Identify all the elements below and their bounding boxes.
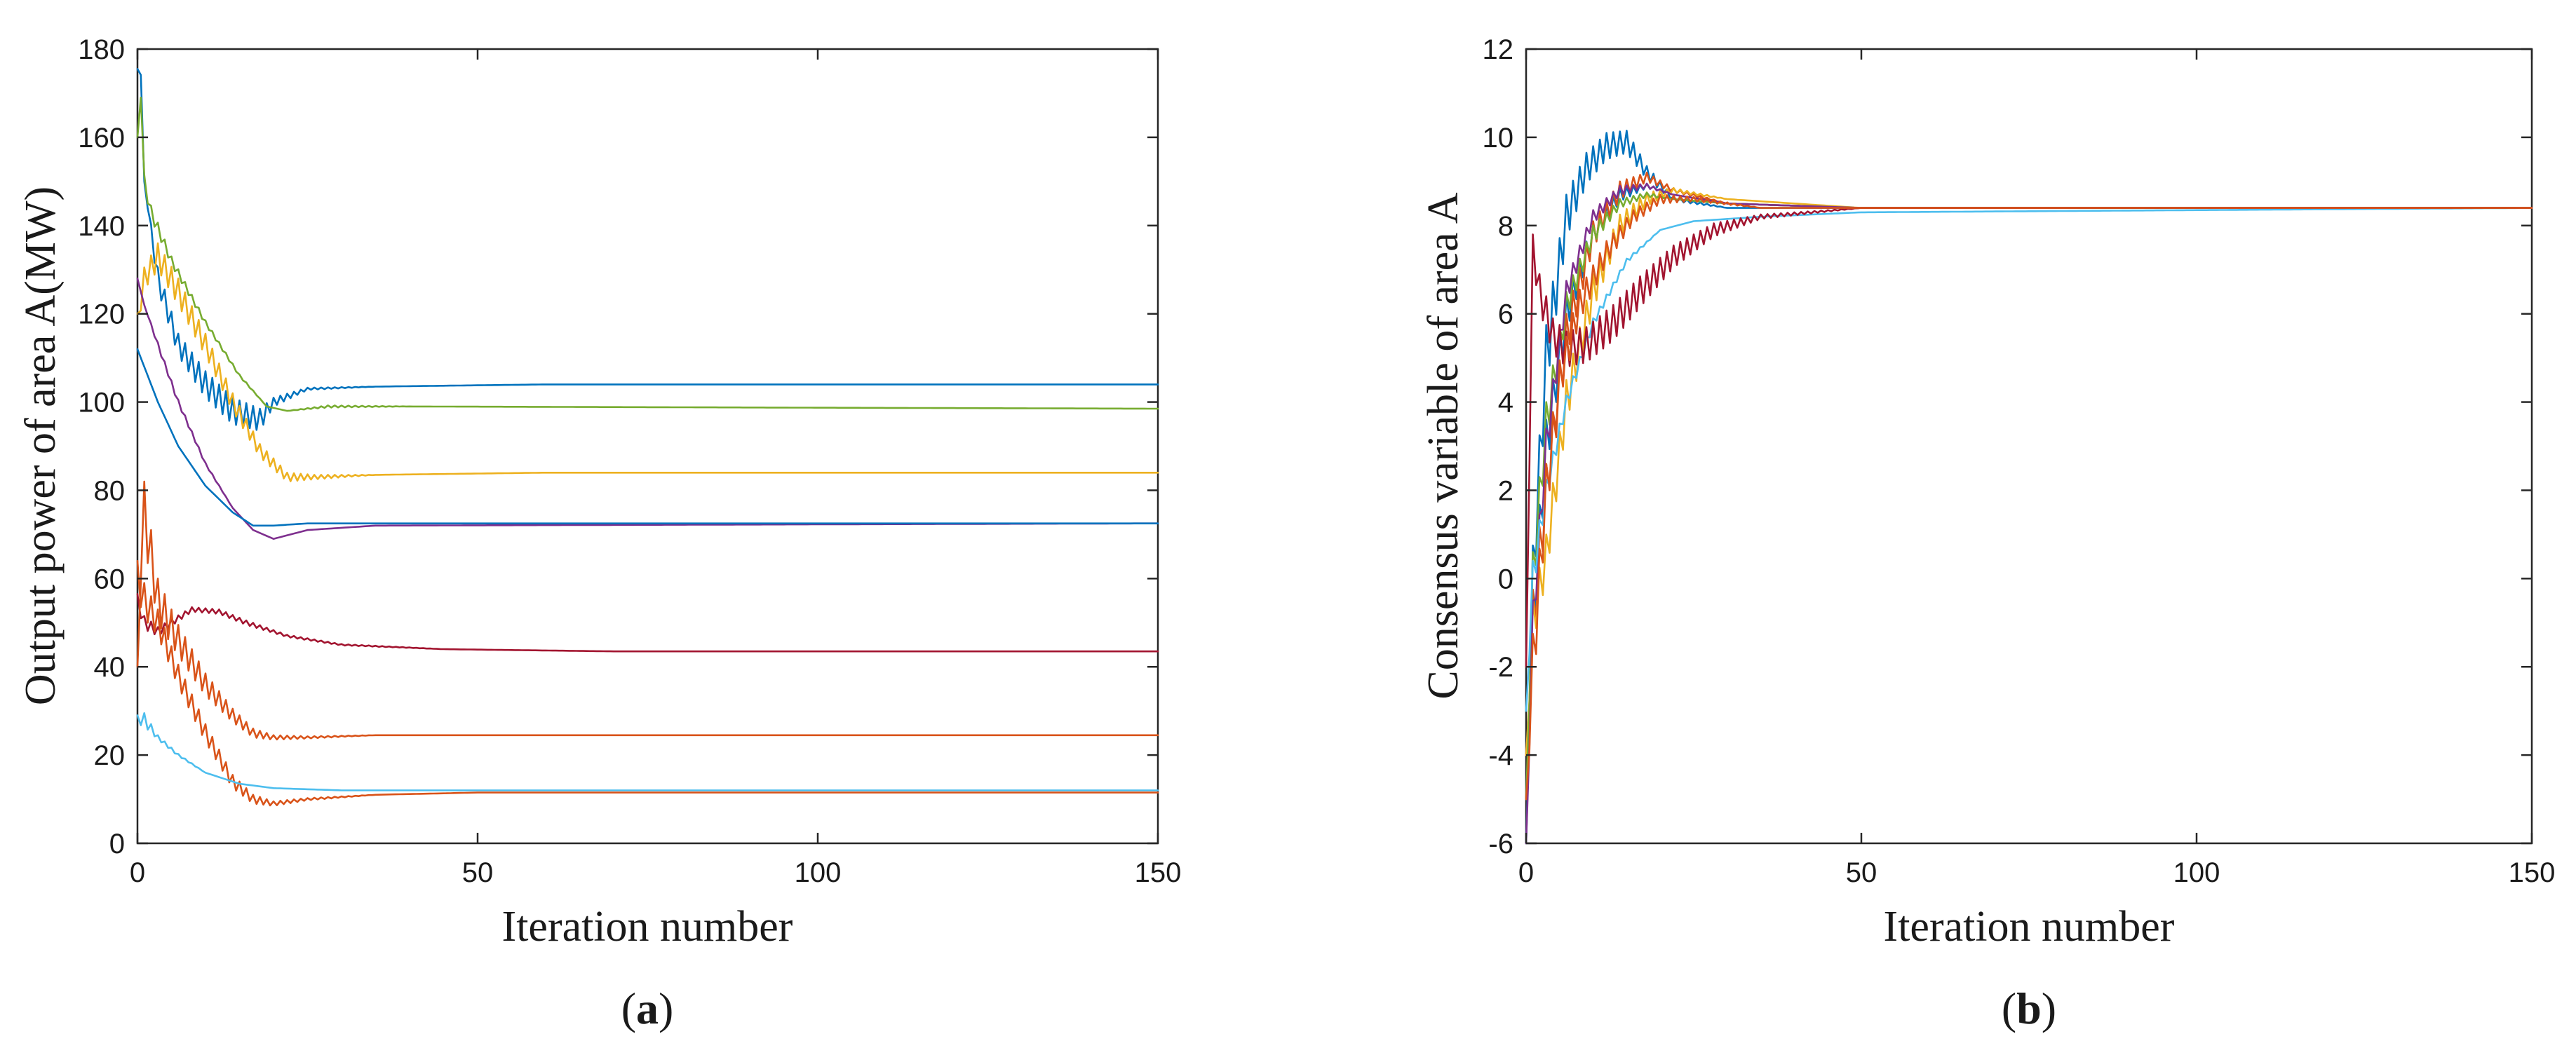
- panel-b-series-unit-2: [1525, 182, 2533, 801]
- panel-a-y-tick-label: 160: [78, 123, 125, 154]
- panel-a-series-unit-7: [136, 480, 1159, 741]
- panel-a-x-tick-label: 50: [462, 857, 494, 888]
- panel-b-y-tick-label: -2: [1488, 652, 1513, 683]
- panel-b-x-tick-label: 150: [2509, 857, 2556, 888]
- panel-b-y-tick-label: -6: [1488, 829, 1513, 859]
- panel-b-series-unit-5: [1525, 191, 2533, 801]
- panel-b-y-tick-label: 12: [1483, 34, 1514, 65]
- panel-a-x-tick-label: 150: [1135, 857, 1182, 888]
- panel-a-series-unit-1: [136, 68, 1159, 431]
- panel-a-label: a: [636, 984, 659, 1033]
- panel-b-y-tick-label: 2: [1498, 475, 1513, 506]
- panel-a-y-tick-label: 40: [94, 652, 126, 683]
- panel-b-y-tick-label: 0: [1498, 564, 1513, 594]
- panel-a-y-tick-label: 120: [78, 299, 125, 330]
- panel-a-series-unit-2: [136, 96, 1159, 412]
- panel-b-series-unit-8: [1525, 207, 2533, 668]
- panel-a-y-tick-label: 80: [94, 475, 126, 506]
- panel-b: 0 50 100 150 -6 -4 -2 0 2 4 6 8 10 12 Consensus varia…: [1420, 34, 2555, 1033]
- panel-b-series-unit-7: [1525, 207, 2533, 712]
- panel-a-y-tick-label: 0: [109, 829, 125, 859]
- panel-b-series-unit-4: [1525, 187, 2533, 756]
- panel-b-series-unit-6: [1525, 182, 2533, 845]
- panel-a-series-unit-9: [136, 712, 1159, 791]
- panel-a-series-layer: [136, 68, 1159, 807]
- panel-b-x-tick-label: 50: [1846, 857, 1877, 888]
- panel-a-x-tick-label: 0: [130, 857, 145, 888]
- panel-b-series-unit-1: [1525, 130, 2533, 845]
- panel-b-y-tick-label: 8: [1498, 211, 1513, 242]
- panel-b-ticks-layer: 0 50 100 150 -6 -4 -2 0 2 4 6 8 10 12: [1483, 34, 2556, 888]
- panel-a-series-unit-6: [136, 593, 1159, 653]
- panel-b-y-tick-label: -4: [1488, 740, 1513, 771]
- panel-a-y-tick-label: 60: [94, 564, 126, 594]
- panel-b-series-layer: [1525, 130, 2533, 845]
- panel-a-x-tick-label: 100: [795, 857, 842, 888]
- panel-a-y-tick-label: 20: [94, 740, 126, 771]
- panel-a-ticks-layer: 0 50 100 150 0 20 40 60 80 100 120 140 160 180: [78, 34, 1181, 888]
- panel-b-series-unit-9: [1525, 193, 2533, 801]
- panel-a-series-unit-5: [136, 348, 1159, 527]
- panel-a: 0 50 100 150 0 20 40 60 80 100 120 140 160 180 Output…: [17, 34, 1181, 1033]
- panel-b-axes-frame: [1525, 48, 2533, 845]
- panel-a-y-tick-label: 100: [78, 388, 125, 418]
- panel-b-label: b: [2016, 984, 2042, 1033]
- panel-a-x-axis-title: Iteration number: [502, 903, 793, 951]
- panel-b-x-axis-title: Iteration number: [1884, 903, 2175, 951]
- panel-b-y-axis-title: Consensus variable of area A: [1420, 192, 1467, 699]
- panel-a-caption: (a): [621, 984, 674, 1033]
- panel-a-y-tick-label: 140: [78, 211, 125, 242]
- panel-b-y-tick-label: 6: [1498, 299, 1513, 330]
- panel-a-y-axis-title: Output power of area A(MW): [17, 186, 65, 705]
- panel-b-caption: (b): [2002, 984, 2056, 1033]
- panel-a-y-tick-label: 180: [78, 34, 125, 65]
- panel-a-series-unit-8: [136, 559, 1159, 807]
- panel-a-axes-frame: [136, 48, 1159, 845]
- panel-b-x-tick-label: 0: [1518, 857, 1534, 888]
- panel-b-y-tick-label: 4: [1498, 388, 1513, 418]
- panel-b-y-tick-label: 10: [1483, 123, 1514, 154]
- panel-a-series-unit-3: [136, 242, 1159, 482]
- panel-b-x-tick-label: 100: [2173, 857, 2220, 888]
